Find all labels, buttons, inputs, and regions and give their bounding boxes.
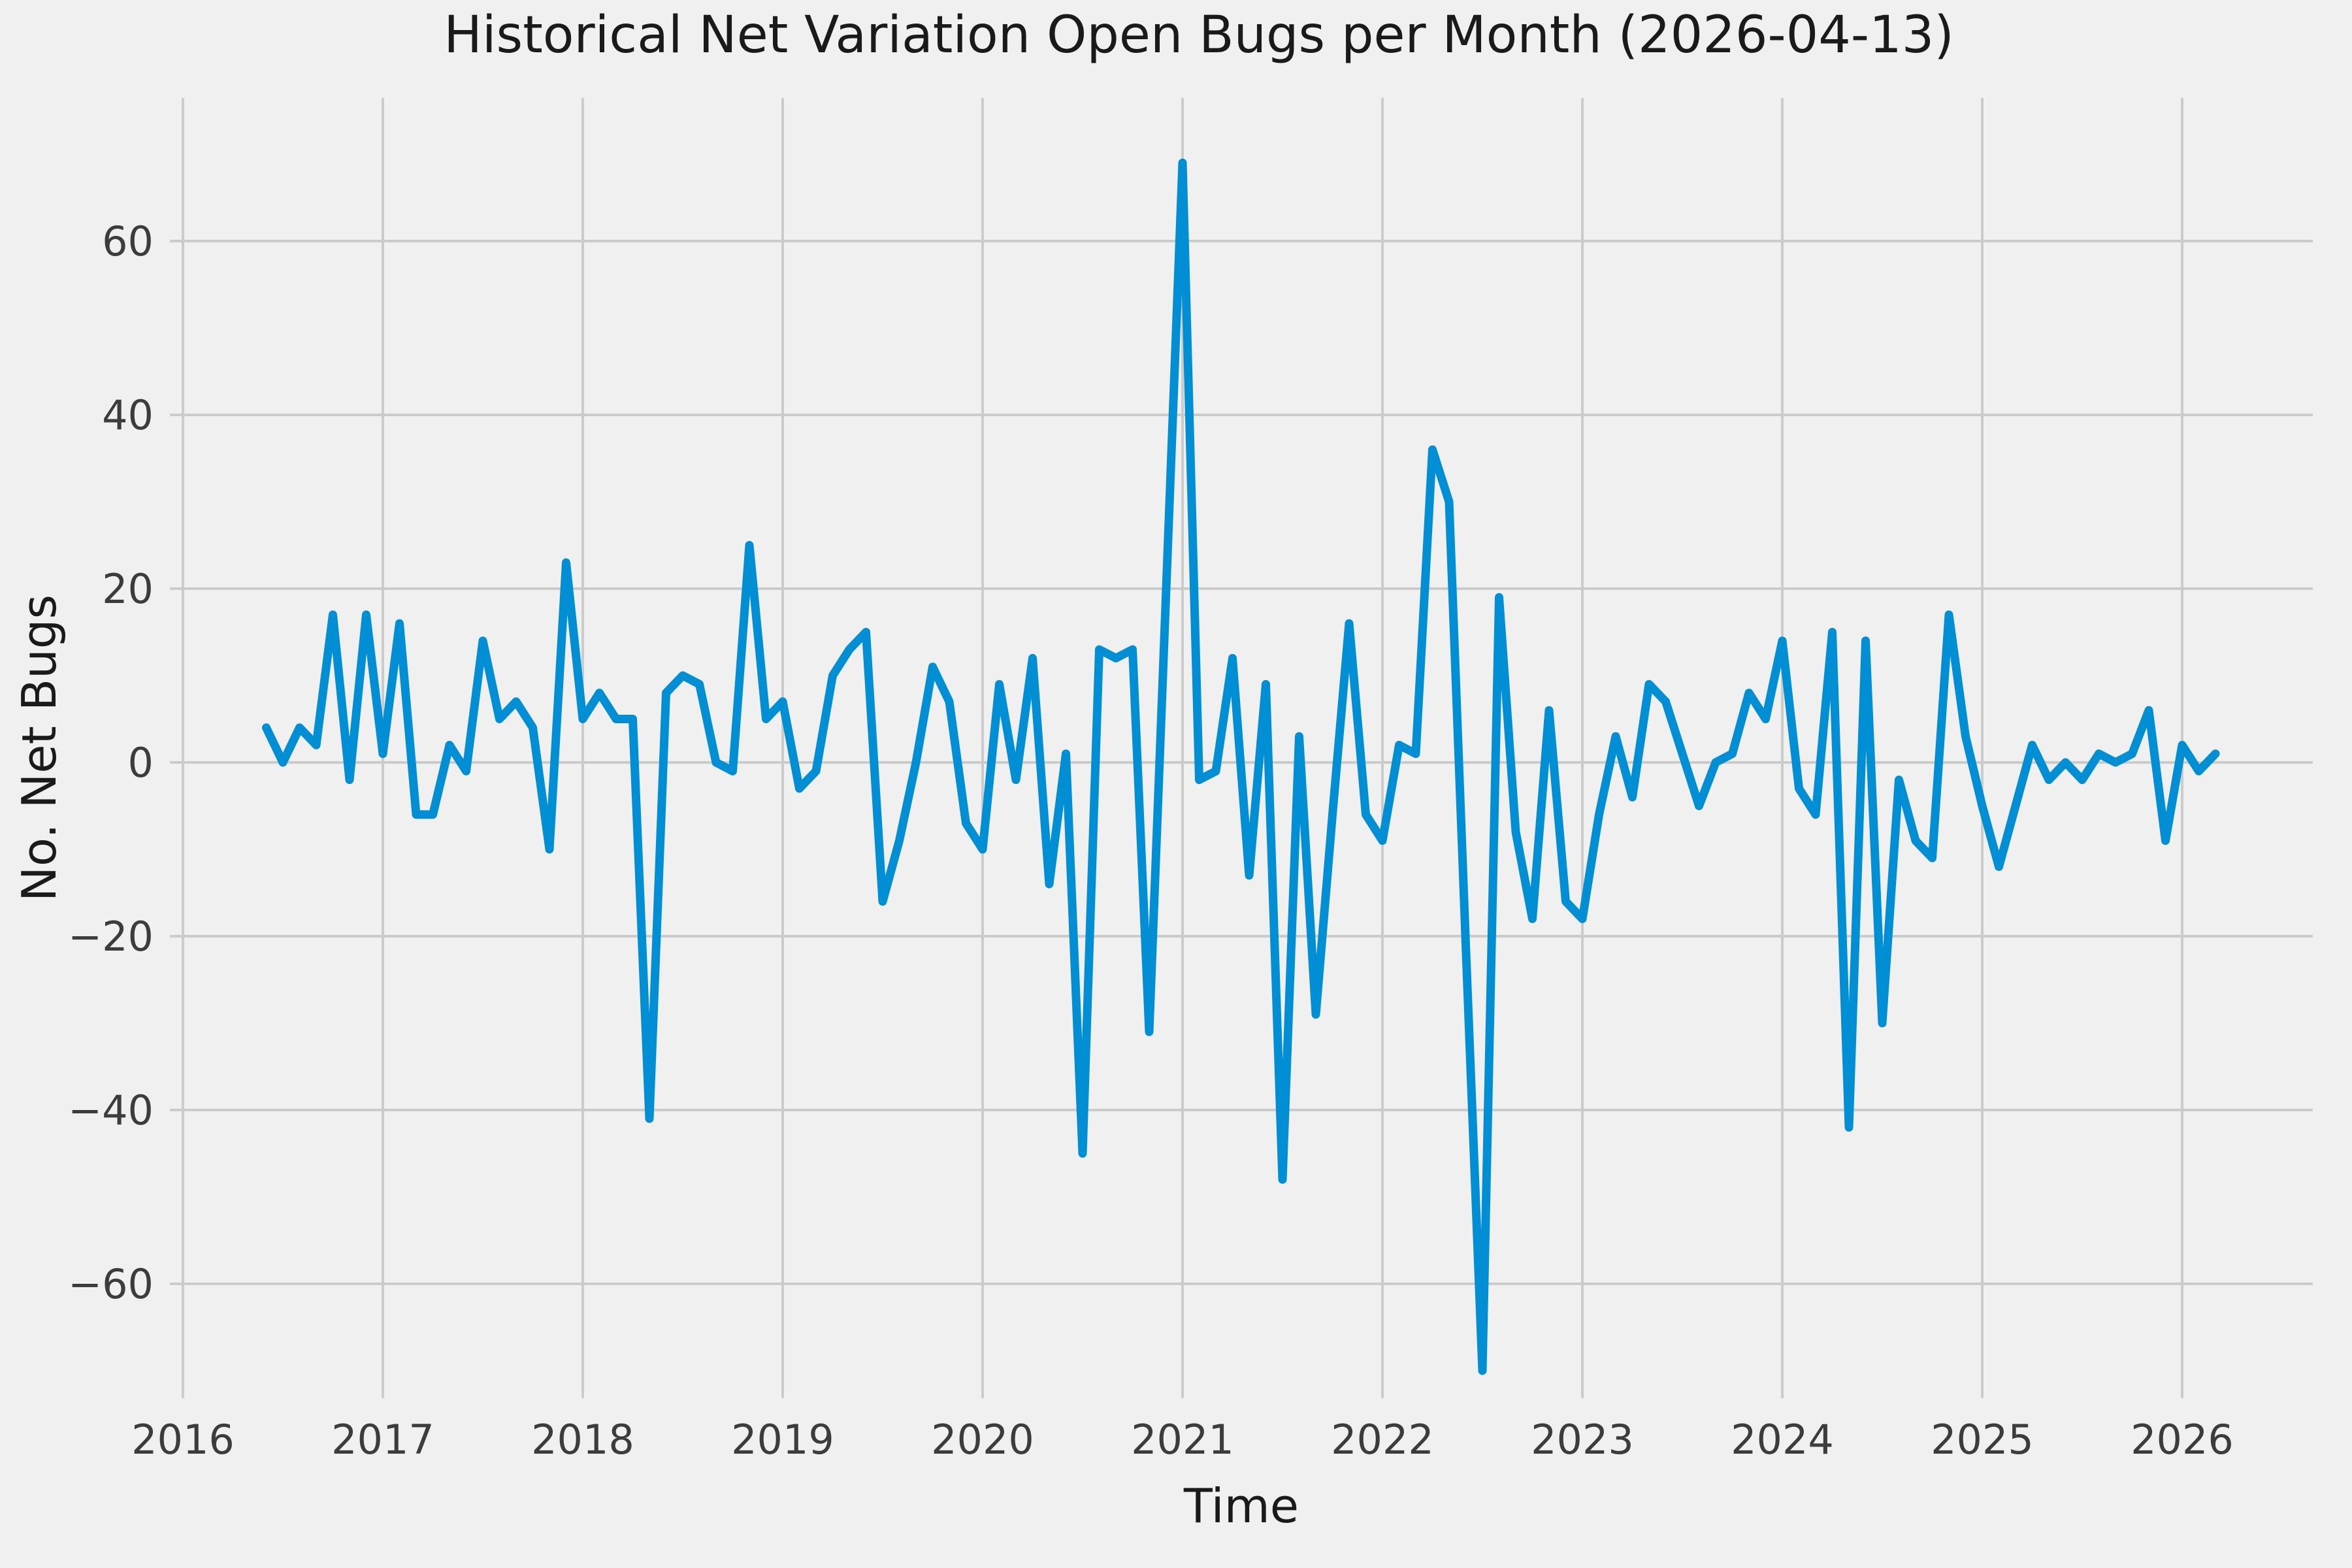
y-axis-label: No. Net Bugs (12, 595, 67, 902)
y-axis-tick-labels: −60 −40 −20 0 20 40 60 (68, 218, 154, 1308)
x-tick-label-2024: 2024 (1731, 1416, 1834, 1463)
x-tick-label-2018: 2018 (531, 1416, 634, 1463)
y-tick-label-20: 20 (102, 565, 154, 613)
x-tick-label-2023: 2023 (1531, 1416, 1634, 1463)
x-axis-tick-labels: 2016 2017 2018 2019 2020 2021 2022 2023 2024 2025… (131, 1416, 2234, 1463)
y-tick-label--40: −40 (68, 1086, 154, 1134)
y-tick-label--60: −60 (68, 1260, 154, 1308)
chart-title: Historical Net Variation Open Bugs per M… (444, 6, 1954, 65)
x-tick-label-2016: 2016 (131, 1416, 235, 1463)
net-bugs-line-series (262, 158, 2220, 1375)
x-tick-label-2019: 2019 (731, 1416, 834, 1463)
x-tick-label-2017: 2017 (331, 1416, 434, 1463)
y-tick-label--20: −20 (68, 913, 154, 960)
x-tick-label-2026: 2026 (2131, 1416, 2234, 1463)
x-tick-label-2020: 2020 (931, 1416, 1034, 1463)
y-tick-label-60: 60 (102, 218, 154, 265)
x-tick-label-2022: 2022 (1331, 1416, 1434, 1463)
y-tick-label-40: 40 (102, 391, 154, 439)
y-tick-label-0: 0 (128, 739, 154, 787)
x-tick-label-2021: 2021 (1131, 1416, 1234, 1463)
x-axis-label: Time (1183, 1478, 1299, 1533)
x-tick-label-2025: 2025 (1931, 1416, 2034, 1463)
